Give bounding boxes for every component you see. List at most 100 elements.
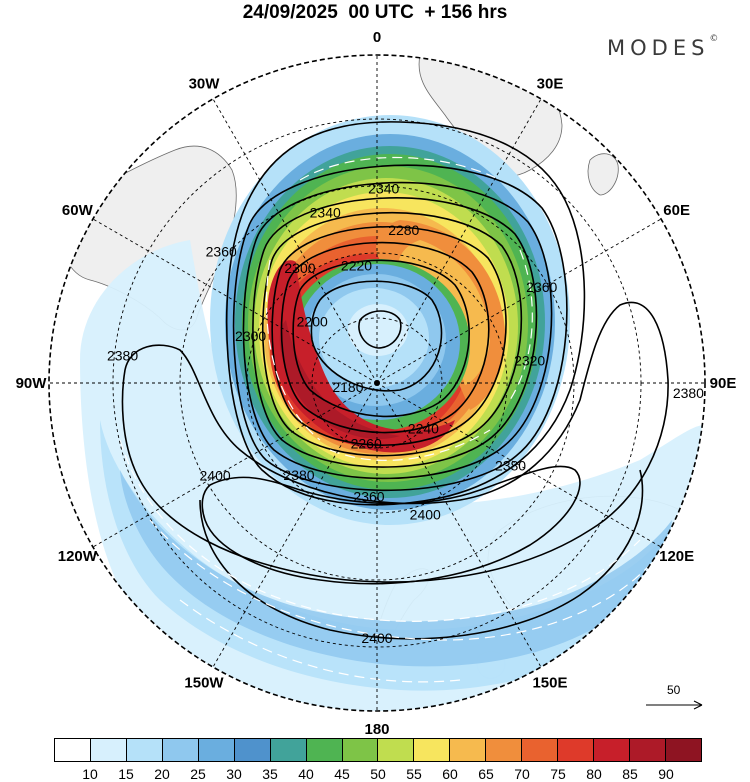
lon-label-60e: 60E xyxy=(663,202,690,219)
reference-vector-head xyxy=(693,700,703,710)
vector-path-7 xyxy=(179,599,461,683)
meridian-60 xyxy=(376,218,662,384)
contour-label-2300: 2300 xyxy=(235,328,266,344)
lon-label-150w: 150W xyxy=(184,675,224,692)
contour-2400-outer xyxy=(199,469,644,640)
colorbar-box-11 xyxy=(450,739,487,761)
colorbar-box-10 xyxy=(414,739,451,761)
contour-2220 xyxy=(292,259,470,418)
colorbar-box-3 xyxy=(162,739,199,761)
colorbar-box-2 xyxy=(126,739,163,761)
contour-label-2360: 2360 xyxy=(206,243,237,259)
colorbar-box-0 xyxy=(55,739,91,761)
wind-vectors xyxy=(119,157,671,683)
contour-label-2340: 2340 xyxy=(310,205,341,221)
contour-2180 xyxy=(358,310,402,349)
colorbar-tick-65: 65 xyxy=(478,766,494,782)
map-title: 24/09/2025 00 UTC + 156 hrs xyxy=(242,2,508,23)
colorbar-box-14 xyxy=(558,739,595,761)
colorbar-tick-30: 30 xyxy=(226,766,242,782)
contour-label-2240: 2240 xyxy=(408,420,439,436)
lon-label-60w: 60W xyxy=(62,202,94,219)
meridian-210 xyxy=(212,382,378,668)
lon-label-120w: 120W xyxy=(58,548,98,565)
contour-label-2400: 2400 xyxy=(361,630,392,646)
contour-2200 xyxy=(310,280,443,392)
colorbar-tick-50: 50 xyxy=(370,766,386,782)
colorbar-box-13 xyxy=(522,739,559,761)
contour-label-2380: 2380 xyxy=(107,347,138,363)
meridian-330 xyxy=(212,98,378,384)
lon-label-90e: 90E xyxy=(710,375,737,392)
lon-label-0: 0 xyxy=(373,29,381,46)
contour-label-2400: 2400 xyxy=(410,507,441,523)
contour-2340 xyxy=(232,164,568,492)
vector-path-2 xyxy=(265,259,321,441)
colorbar-tick-75: 75 xyxy=(550,766,566,782)
lat-circle-1 xyxy=(311,317,443,449)
contour-2280 xyxy=(261,211,523,457)
lon-label-180: 180 xyxy=(364,721,389,738)
contour-label-2220: 2220 xyxy=(341,258,372,274)
colorbar-tick-85: 85 xyxy=(622,766,638,782)
colorbar-tick-40: 40 xyxy=(298,766,314,782)
colorbar-box-5 xyxy=(234,739,271,761)
colorbar-box-17 xyxy=(665,739,701,761)
contour-2320 xyxy=(242,181,553,480)
meridian-300 xyxy=(92,218,378,384)
colorbar-box-16 xyxy=(630,739,666,761)
meridian-150 xyxy=(376,382,542,668)
lon-label-150e: 150E xyxy=(532,675,567,692)
contour-labels: 2340 2340 2280 2220 2300 2200 2360 2360 2320 2300… xyxy=(107,181,704,646)
colorbar-box-1 xyxy=(90,739,127,761)
colorbar-box-7 xyxy=(306,739,343,761)
map-boundary xyxy=(48,54,706,712)
south-pole-marker xyxy=(374,380,380,386)
contour-label-2360: 2360 xyxy=(353,489,384,505)
colorbar-box-8 xyxy=(342,739,379,761)
colorbar-tick-60: 60 xyxy=(442,766,458,782)
colorbar xyxy=(54,738,702,762)
colorbar-box-9 xyxy=(378,739,415,761)
contour-label-2360: 2360 xyxy=(526,279,557,295)
colorbar-box-6 xyxy=(270,739,307,761)
contour-label-2400: 2400 xyxy=(200,467,231,483)
longitude-labels: 0 30E 60E 90E 120E 150E 180 150W 120W 90W 60W 30W xyxy=(16,29,737,738)
land-madagascar xyxy=(587,153,619,196)
colorbar-tick-15: 15 xyxy=(118,766,134,782)
contour-2380 xyxy=(121,301,669,583)
colorbar-tick-55: 55 xyxy=(406,766,422,782)
lat-circle-3 xyxy=(179,185,575,581)
brand-mark: © xyxy=(709,34,719,44)
meridian-lines xyxy=(49,55,705,711)
contour-label-2300: 2300 xyxy=(284,260,315,276)
vector-path-6 xyxy=(119,439,641,622)
lat-circle-2 xyxy=(246,252,508,514)
brand-logo: MODES© xyxy=(607,34,719,60)
lon-label-120e: 120E xyxy=(659,548,694,565)
vector-path-1 xyxy=(299,157,501,181)
meridian-120 xyxy=(376,382,662,548)
colorbar-box-12 xyxy=(486,739,523,761)
reference-vector-label: 50 xyxy=(667,683,681,697)
contour-2240 xyxy=(280,241,490,434)
colorbar-box-4 xyxy=(198,739,235,761)
colorbar-tick-25: 25 xyxy=(190,766,206,782)
colorbar-tick-70: 70 xyxy=(514,766,530,782)
colorbar-box-15 xyxy=(594,739,630,761)
contour-label-2380: 2380 xyxy=(495,457,526,473)
vector-path-4 xyxy=(509,249,533,401)
colorbar-tick-90: 90 xyxy=(658,766,674,782)
shade-outer-south-3 xyxy=(120,470,672,667)
contour-label-2180: 2180 xyxy=(332,379,363,395)
colorbar-tick-10: 10 xyxy=(82,766,98,782)
contour-label-2340: 2340 xyxy=(368,181,399,197)
vector-path-3 xyxy=(329,429,491,462)
contour-label-2260: 2260 xyxy=(351,435,382,451)
contour-label-2200: 2200 xyxy=(297,314,328,330)
contour-2300 xyxy=(252,197,538,468)
contour-2260 xyxy=(271,226,507,446)
meridian-240 xyxy=(92,382,378,548)
